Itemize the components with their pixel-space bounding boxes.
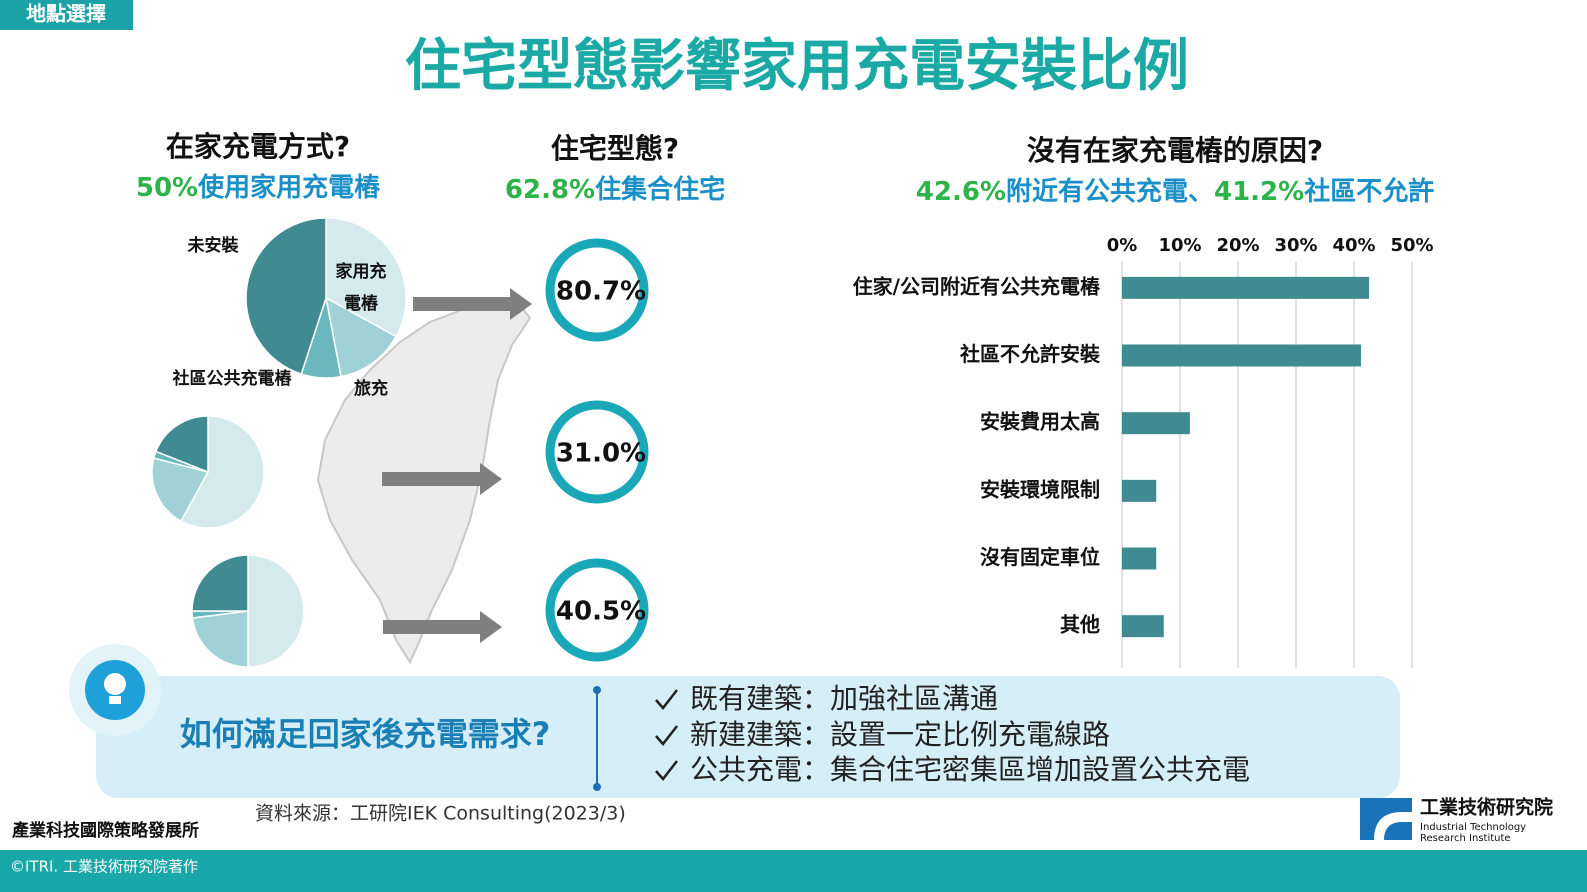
rate-ring bbox=[545, 400, 649, 504]
highlight: 41.2% bbox=[1214, 177, 1304, 207]
pie-slice bbox=[325, 217, 407, 338]
bar bbox=[1122, 276, 1370, 299]
bar bbox=[1122, 479, 1157, 502]
bar-title: 沒有在家充電樁的原因? bbox=[1027, 134, 1323, 167]
rate: 80.7% bbox=[556, 277, 646, 307]
highlight: 42.6% bbox=[916, 177, 1006, 207]
pie-slice bbox=[191, 554, 249, 612]
x-tick-label: 30% bbox=[1274, 235, 1317, 256]
pie-slice bbox=[180, 415, 265, 529]
rate-ring bbox=[545, 238, 649, 342]
highlight: 50% bbox=[136, 173, 198, 203]
solution-item: 公共充電：集合住宅密集區增加設置公共充電 bbox=[690, 753, 1250, 786]
highlight: 62.8% bbox=[505, 175, 595, 205]
pie-slice bbox=[324, 296, 398, 378]
pie-label: 未安裝 bbox=[187, 235, 240, 256]
y-tick-label: 社區不允許安裝 bbox=[959, 342, 1101, 366]
pie-label: 社區公共充電樁 bbox=[172, 368, 293, 389]
x-tick-label: 40% bbox=[1332, 235, 1375, 256]
y-tick-label: 住家/公司附近有公共充電樁 bbox=[853, 274, 1101, 298]
pie-slice bbox=[154, 415, 209, 474]
title: 住宅型態影響家用充電安裝比例 bbox=[405, 34, 1189, 99]
check-icon bbox=[655, 689, 678, 710]
y-tick-label: 沒有固定車位 bbox=[980, 545, 1100, 569]
housing-subtitle: 62.8%住集合住宅 bbox=[505, 174, 725, 205]
pie-title: 在家充電方式? bbox=[166, 130, 350, 163]
arrow bbox=[383, 611, 502, 643]
x-tick-label: 10% bbox=[1158, 235, 1201, 256]
bulb-base bbox=[109, 696, 121, 704]
org: 產業科技國際策略發展所 bbox=[12, 820, 199, 841]
bar-subtitle: 42.6%附近有公共充電、41.2%社區不允許 bbox=[916, 176, 1434, 207]
question: 如何滿足回家後充電需求? bbox=[180, 715, 551, 753]
x-tick-label: 0% bbox=[1107, 235, 1138, 256]
arrow bbox=[382, 463, 502, 495]
bar bbox=[1122, 615, 1164, 638]
bulb bbox=[104, 673, 126, 695]
solution-item: 新建建築：設置一定比例充電線路 bbox=[690, 718, 1110, 751]
x-tick-label: 20% bbox=[1216, 235, 1259, 256]
y-tick-label: 安裝費用太高 bbox=[980, 410, 1100, 434]
check-icon bbox=[655, 760, 678, 781]
logo-english: Research Institute bbox=[1420, 833, 1511, 844]
subtitle-text: 住集合住宅 bbox=[595, 174, 725, 205]
source: 資料來源：工研院IEK Consulting(2023/3) bbox=[255, 803, 626, 825]
pie-slice bbox=[245, 217, 327, 376]
logo-name: 工業技術研究院 bbox=[1420, 796, 1553, 819]
pie-subtitle: 50%使用家用充電樁 bbox=[136, 172, 381, 203]
y-tick-label: 安裝環境限制 bbox=[980, 477, 1100, 501]
rate-ring bbox=[545, 558, 649, 662]
bar bbox=[1122, 344, 1361, 367]
subtitle-text: 附近有公共充電、 bbox=[1006, 176, 1214, 207]
copyright: ©ITRI. 工業技術研究院著作 bbox=[10, 858, 198, 876]
rate: 40.5% bbox=[556, 597, 646, 627]
pie-label: 旅充 bbox=[354, 378, 388, 399]
solution-box bbox=[96, 676, 1400, 798]
logo-english: Industrial Technology bbox=[1420, 822, 1526, 833]
check-icon bbox=[655, 725, 678, 746]
x-tick-label: 50% bbox=[1390, 235, 1433, 256]
housing-title: 住宅型態? bbox=[551, 132, 679, 165]
solution-item: 既有建築：加強社區溝通 bbox=[690, 682, 998, 715]
separator-dot bbox=[593, 783, 601, 791]
arrow bbox=[413, 288, 532, 320]
subtitle-text: 社區不允許 bbox=[1304, 176, 1434, 207]
subtitle-text: 使用家用充電樁 bbox=[197, 172, 381, 203]
rate: 31.0% bbox=[556, 439, 646, 469]
bar bbox=[1122, 412, 1190, 435]
separator-dot bbox=[593, 686, 601, 694]
pie-slice bbox=[151, 457, 210, 523]
pie-label: 家用充電樁 bbox=[335, 262, 387, 314]
tag-bg bbox=[0, 0, 133, 30]
bar bbox=[1122, 547, 1157, 570]
logo-mark bbox=[1374, 812, 1412, 840]
pie-slice bbox=[247, 554, 305, 668]
footer-bar bbox=[0, 850, 1587, 892]
y-tick-label: 其他 bbox=[1060, 613, 1100, 637]
tag: 地點選擇 bbox=[26, 2, 106, 26]
pie-slice bbox=[191, 610, 249, 668]
